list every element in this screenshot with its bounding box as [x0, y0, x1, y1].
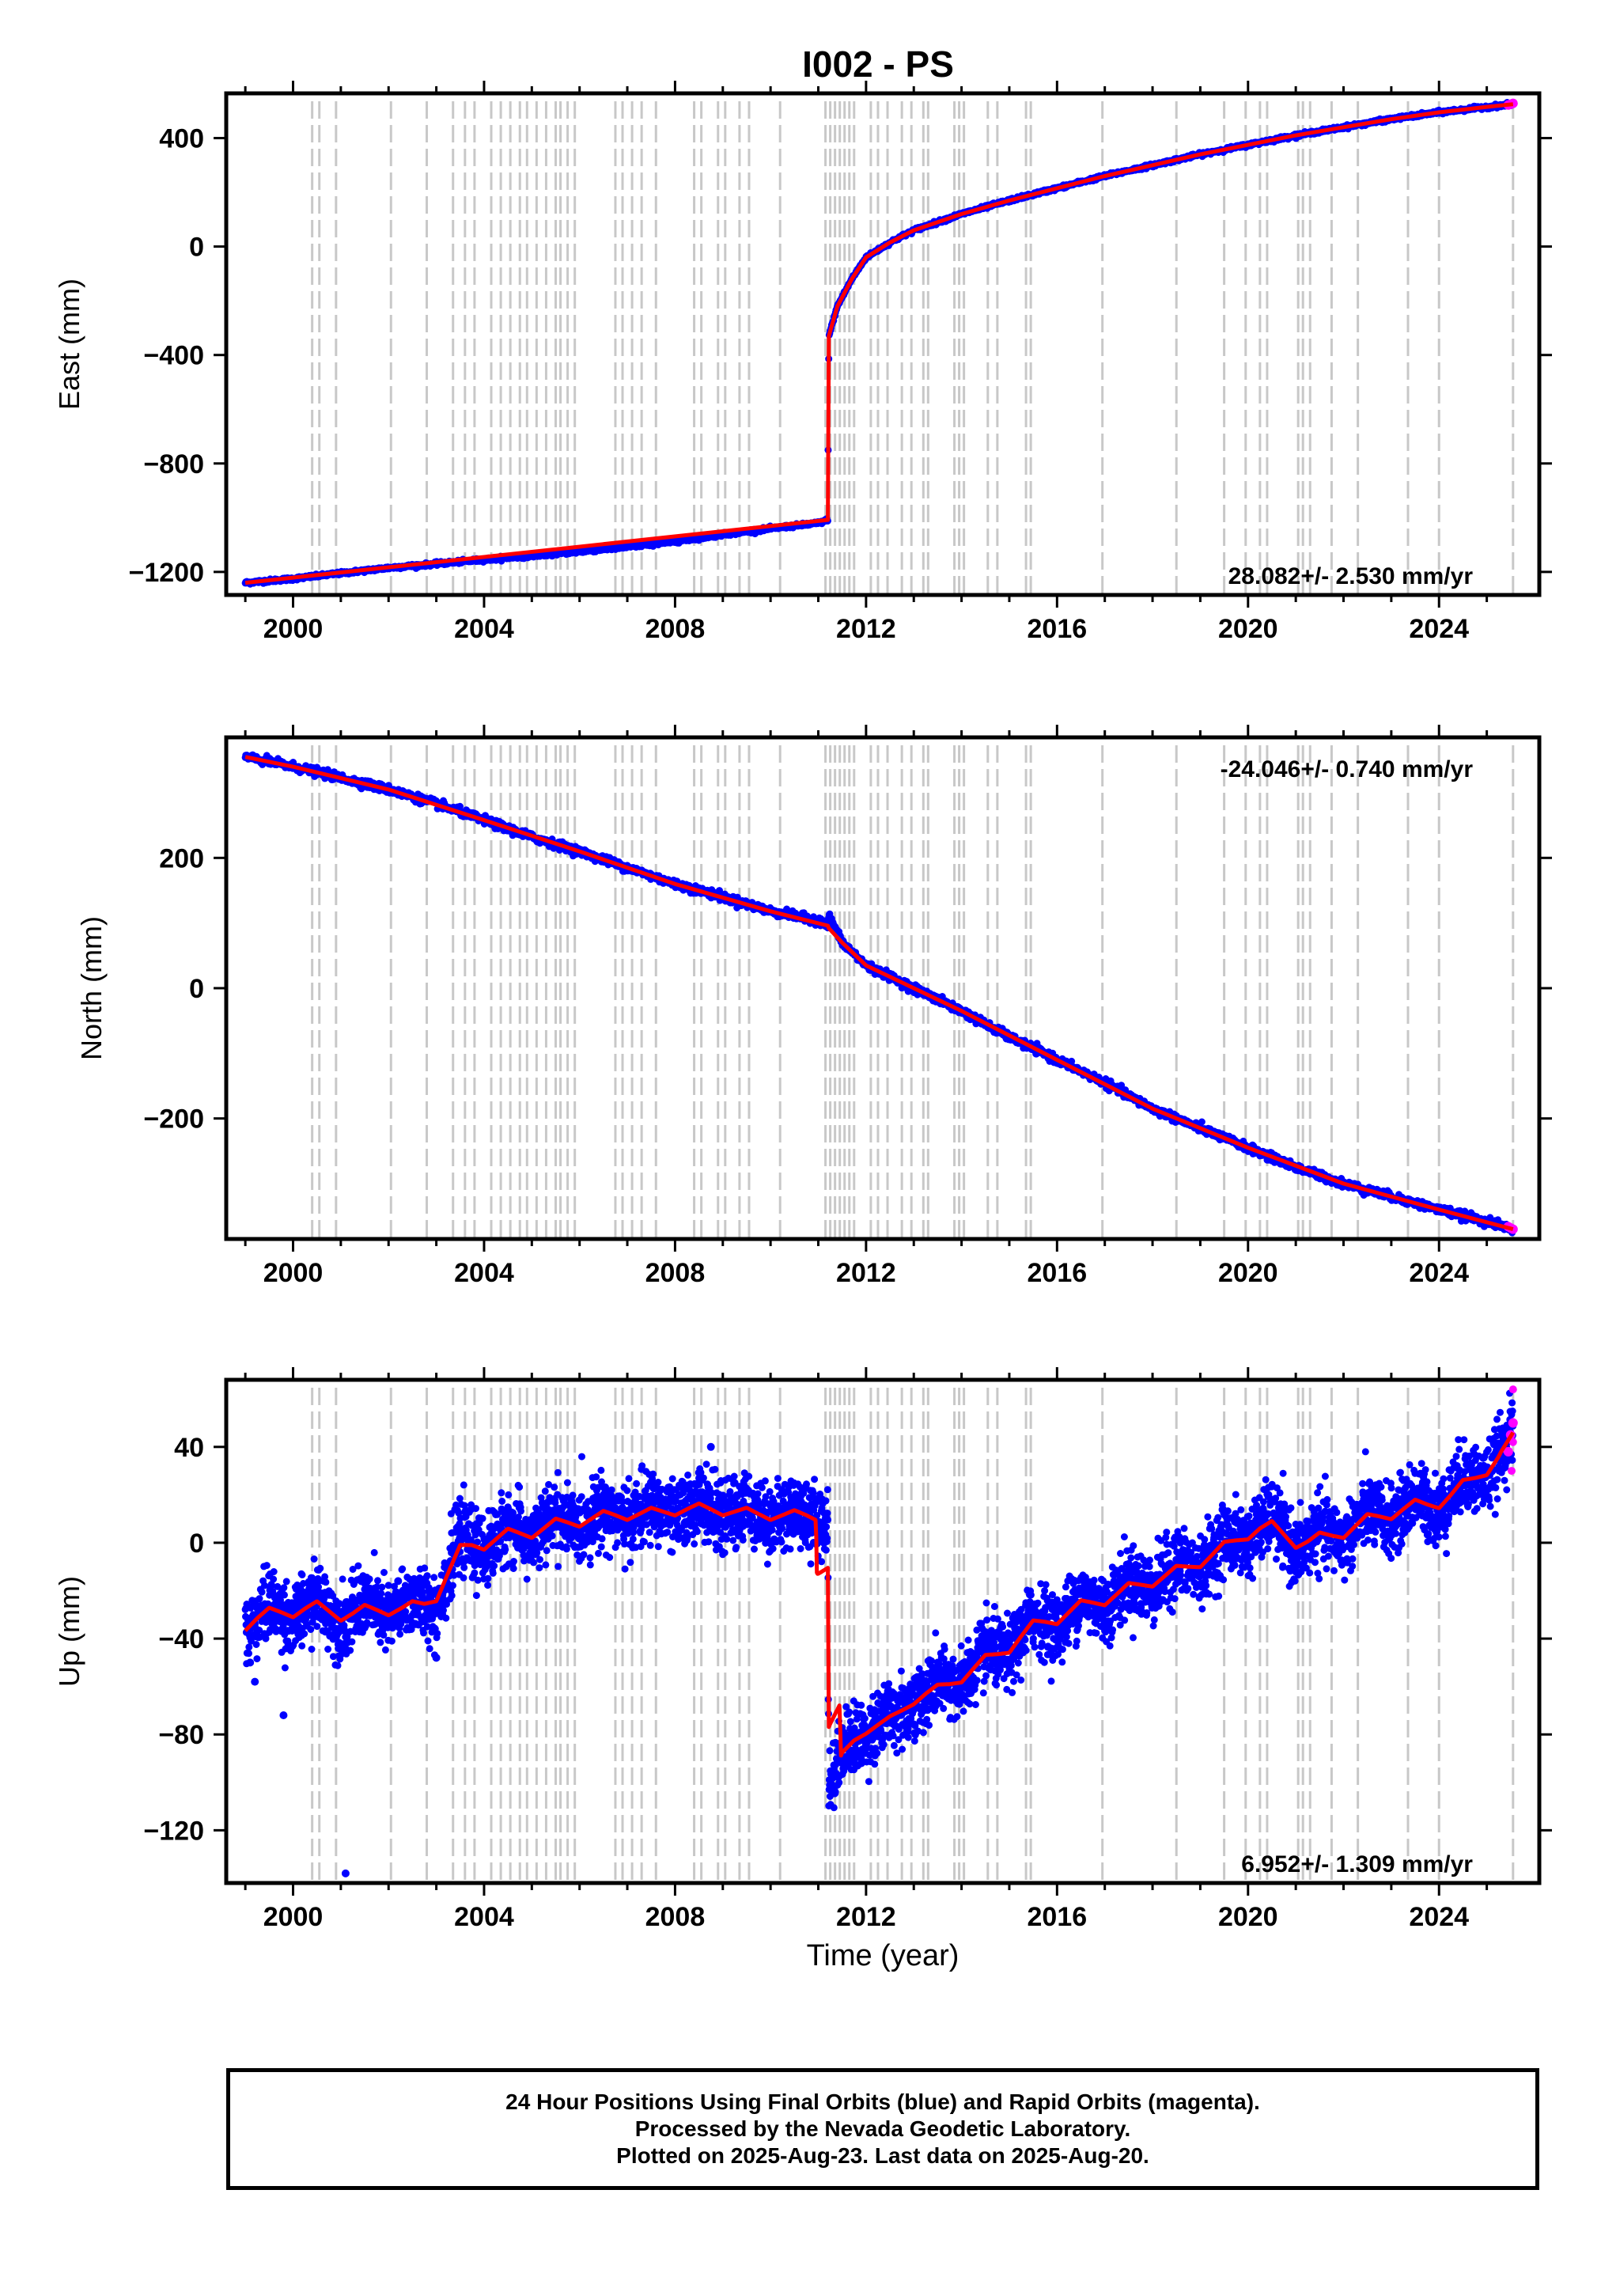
- y-axis-label: East (mm): [53, 278, 85, 410]
- final-orbit-points: [241, 1389, 1517, 1812]
- y-tick-label: −400: [143, 341, 204, 371]
- x-tick-label: 2012: [836, 1902, 896, 1932]
- y-tick-label: −40: [158, 1624, 204, 1654]
- x-axis-label: Time (year): [807, 1939, 959, 1972]
- y-tick-label: 0: [189, 974, 204, 1004]
- y-axis-label: North (mm): [75, 916, 108, 1060]
- panel-east: 2000 2004 2008 2012 2016 2020 2024 −1200 −800 −40…: [53, 81, 1552, 644]
- x-tick-label: 2000: [263, 1902, 324, 1932]
- y-tick-label: −80: [158, 1720, 204, 1750]
- x-tick-label: 2024: [1409, 1258, 1469, 1288]
- y-tick-label: 0: [189, 1529, 204, 1559]
- x-tick-label: 2016: [1028, 1258, 1088, 1288]
- rate-label: 28.082+/- 2.530 mm/yr: [1228, 563, 1474, 589]
- x-tick-label: 2000: [263, 1258, 324, 1288]
- outlier-point: [251, 1677, 259, 1686]
- y-tick-label: 40: [174, 1433, 204, 1463]
- y-tick-label: −800: [143, 449, 204, 479]
- model-line-group: [244, 755, 1514, 1232]
- outlier-point: [341, 1869, 350, 1877]
- caption-box: 24 Hour Positions Using Final Orbits (bl…: [226, 2068, 1539, 2190]
- model-line-group: [244, 102, 1514, 585]
- y-tick-label: −120: [143, 1816, 204, 1846]
- model-line: [244, 1431, 1515, 1758]
- model-line-group: [244, 1431, 1515, 1758]
- caption-line-1: 24 Hour Positions Using Final Orbits (bl…: [505, 2090, 1260, 2114]
- x-tick-label: 2012: [836, 614, 896, 644]
- panel-up: 2000 2004 2008 2012 2016 2020 2024 −120 −80 −40 0 4…: [53, 1367, 1552, 1932]
- rapid-orbit-point: [1507, 1467, 1516, 1476]
- rapid-orbit-point: [1508, 1418, 1518, 1428]
- outlier-point: [432, 1654, 441, 1662]
- outlier-point: [394, 1577, 403, 1586]
- outlier-point: [831, 1787, 839, 1796]
- y-tick-label: −200: [143, 1104, 204, 1135]
- x-tick-label: 2004: [454, 614, 514, 644]
- x-tick-label: 2008: [645, 614, 706, 644]
- x-tick-label: 2016: [1028, 1902, 1088, 1932]
- x-tick-label: 2024: [1409, 1902, 1469, 1932]
- equipment-steps: [311, 1388, 1515, 1881]
- panel-frame: [224, 91, 1542, 597]
- y-tick-label: −1200: [129, 558, 205, 588]
- y-tick-label: 200: [159, 843, 204, 873]
- outlier-point: [706, 1442, 715, 1451]
- y-axis-label: Up (mm): [53, 1576, 85, 1687]
- x-tick-label: 2008: [645, 1258, 706, 1288]
- x-tick-label: 2008: [645, 1902, 706, 1932]
- model-line: [244, 102, 1514, 585]
- panel-frame: [224, 735, 1542, 1241]
- final-orbit-points: [241, 751, 1517, 1237]
- model-line: [244, 755, 1514, 1232]
- x-tick-label: 2020: [1218, 1902, 1278, 1932]
- x-tick-label: 2000: [263, 614, 324, 644]
- rate-label: -24.046+/- 0.740 mm/yr: [1221, 756, 1474, 782]
- equipment-steps: [311, 101, 1515, 593]
- x-tick-label: 2004: [454, 1258, 514, 1288]
- y-tick-label: 0: [189, 233, 204, 263]
- final-orbit-scatter: [241, 1389, 1517, 1812]
- x-tick-label: 2016: [1028, 614, 1088, 644]
- x-tick-label: 2024: [1409, 614, 1469, 644]
- x-tick-label: 2020: [1218, 614, 1278, 644]
- outlier-point: [279, 1711, 288, 1719]
- final-orbit-scatter: [241, 751, 1517, 1237]
- panel-north: 2000 2004 2008 2012 2016 2020 2024 −200 0 200 Nort…: [75, 725, 1552, 1288]
- caption-line-3: Plotted on 2025-Aug-23. Last data on 202…: [616, 2143, 1149, 2168]
- plot-canvas: I002 - PS 2000 2004 2008 2012 2016 2020 2024−1…: [53, 44, 1552, 1972]
- panel-frame: [224, 1377, 1542, 1885]
- y-tick-label: 400: [159, 124, 204, 154]
- rapid-orbit-point: [1508, 1385, 1517, 1394]
- outlier-point: [246, 1658, 255, 1667]
- x-tick-label: 2020: [1218, 1258, 1278, 1288]
- rate-label: 6.952+/- 1.309 mm/yr: [1241, 1851, 1473, 1877]
- caption-line-2: Processed by the Nevada Geodetic Laborat…: [634, 2116, 1131, 2141]
- chart-title: I002 - PS: [802, 44, 954, 85]
- rapid-orbit-point: [1508, 1438, 1517, 1446]
- outlier-point: [857, 1759, 865, 1767]
- rapid-orbit-point: [1503, 1446, 1513, 1457]
- x-tick-label: 2004: [454, 1902, 514, 1932]
- x-tick-label: 2012: [836, 1258, 896, 1288]
